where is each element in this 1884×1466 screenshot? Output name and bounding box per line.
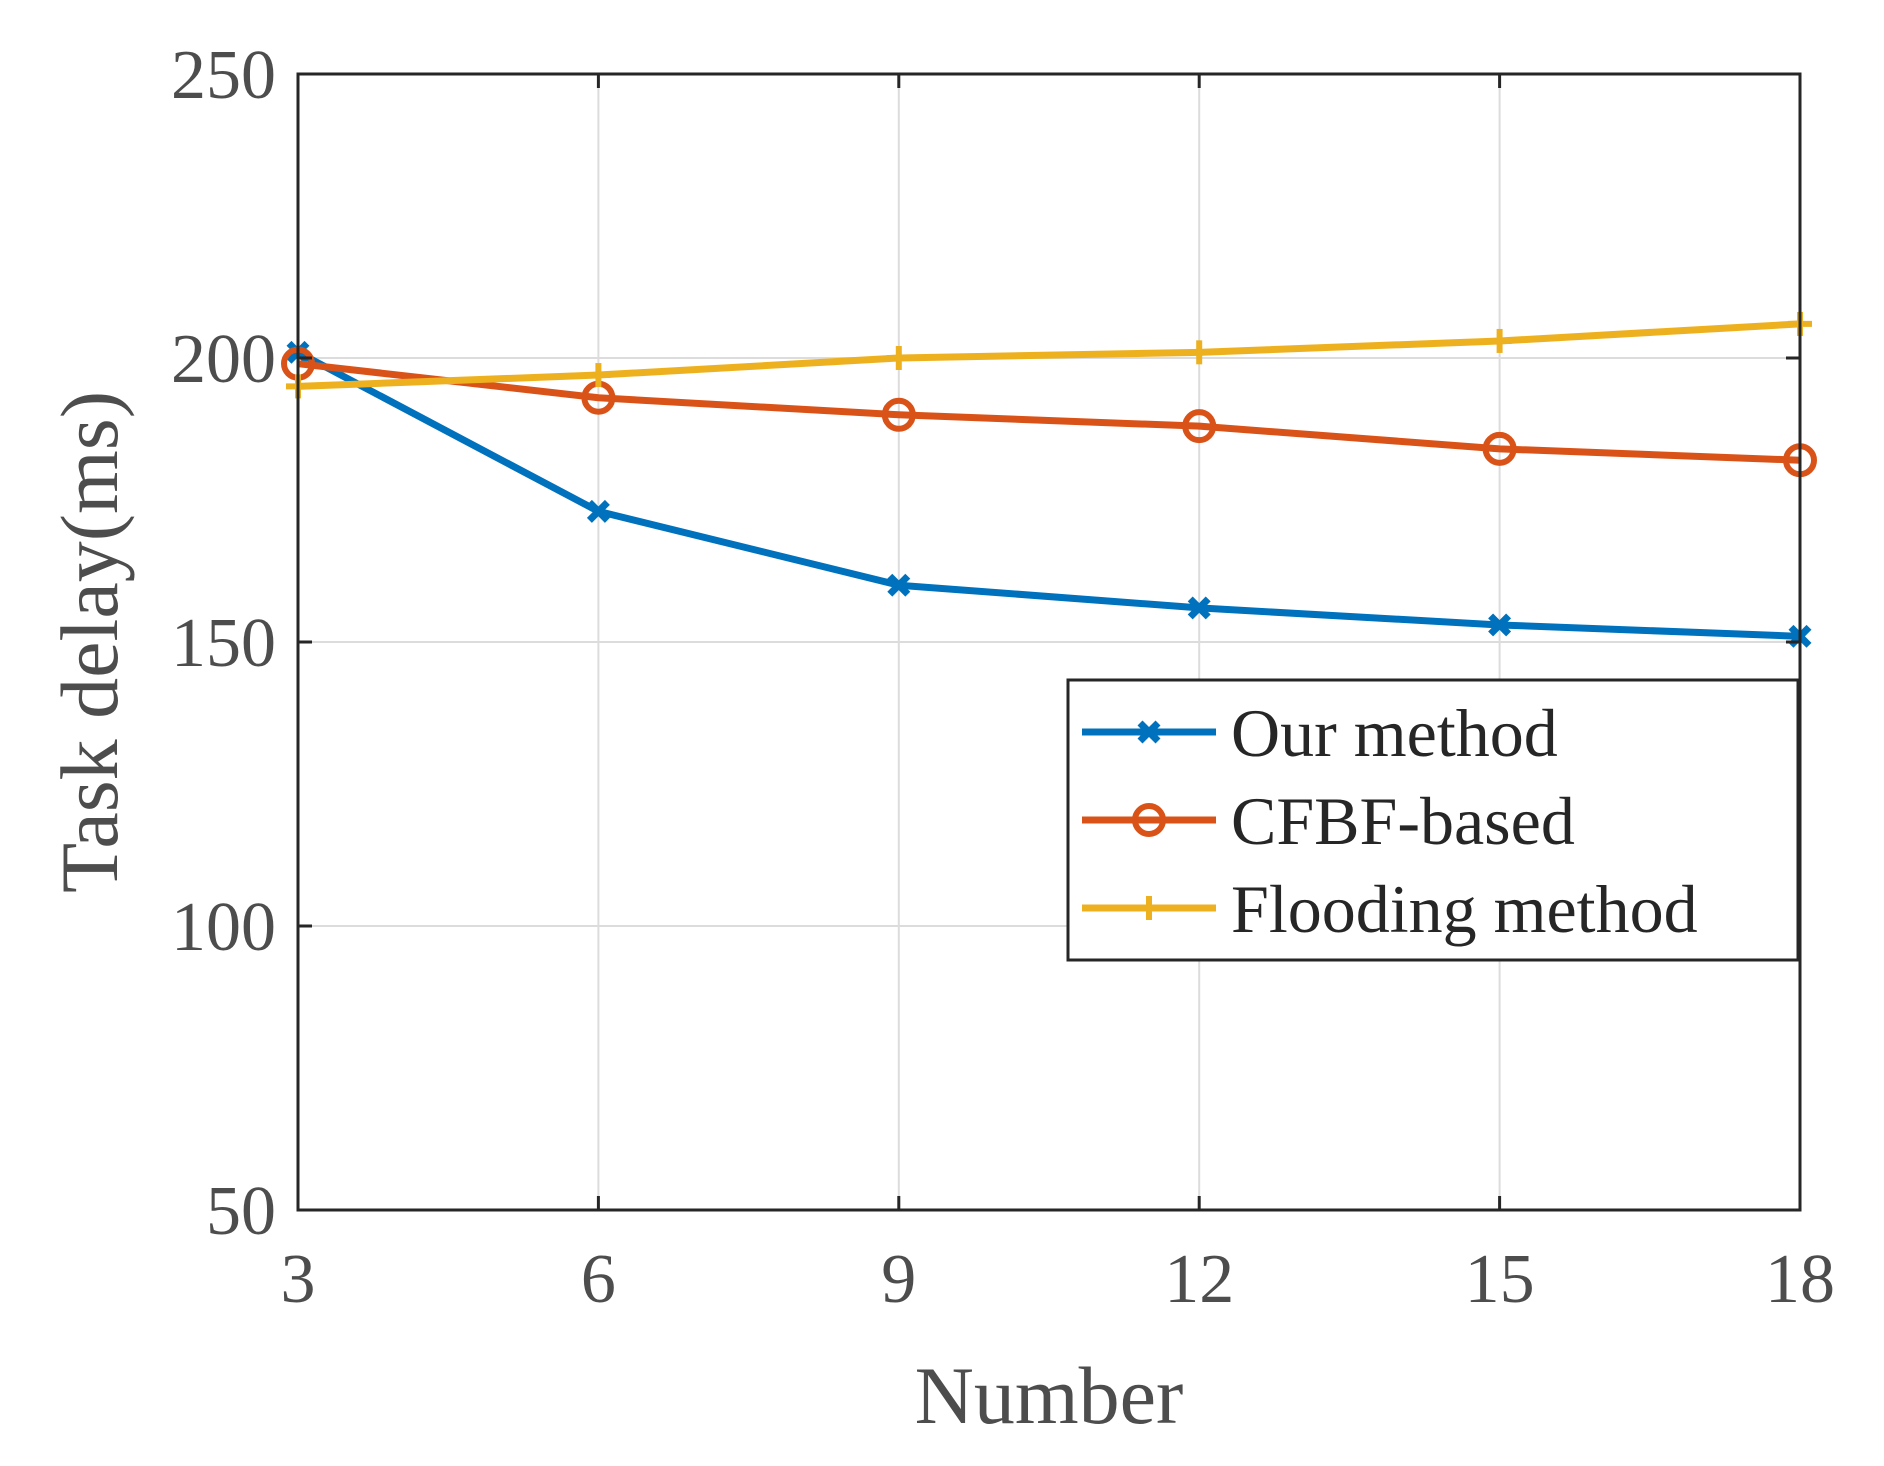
ticks: 3 6 9 12 15 18 50 100 150 200 250 xyxy=(171,37,1835,1318)
x-tick-label: 3 xyxy=(281,1241,316,1318)
legend-entry-flooding-method: Flooding method xyxy=(1082,871,1698,947)
legend-entry-cfbf-based: CFBF-based xyxy=(1082,783,1575,859)
series-line xyxy=(296,349,1801,640)
marker-shape xyxy=(1488,613,1512,637)
y-tick-label: 200 xyxy=(171,321,276,398)
legend-marker xyxy=(1132,803,1166,837)
x-tick-label: 18 xyxy=(1765,1241,1835,1318)
marker-shape xyxy=(1132,803,1166,837)
legend-label: Our method xyxy=(1231,695,1558,771)
y-tick-label: 250 xyxy=(171,37,276,114)
data-point xyxy=(586,363,611,388)
data-point xyxy=(1488,613,1512,637)
data-point xyxy=(1182,409,1217,444)
marker-shape xyxy=(1187,596,1211,620)
x-tick-label: 12 xyxy=(1164,1241,1234,1318)
data-point xyxy=(881,397,916,432)
marker-shape xyxy=(1182,409,1217,444)
legend-label: CFBF-based xyxy=(1231,783,1575,859)
x-tick-label: 6 xyxy=(581,1241,616,1318)
marker-shape xyxy=(881,397,916,432)
x-tick-label: 9 xyxy=(881,1241,916,1318)
data-point xyxy=(1187,340,1212,365)
marker-shape xyxy=(887,573,911,597)
y-tick-label: 150 xyxy=(171,605,276,682)
legend: Our method CFBF-based Flooding method xyxy=(1066,678,1800,962)
marker-shape xyxy=(1137,720,1161,744)
y-axis-label: Task delay(ms) xyxy=(44,391,135,893)
marker-shape xyxy=(586,499,610,523)
x-axis-label: Number xyxy=(915,1350,1184,1441)
series-line xyxy=(297,360,1801,464)
data-point xyxy=(1487,328,1512,353)
legend-label: Flooding method xyxy=(1231,871,1698,947)
series-line xyxy=(297,320,1801,390)
marker-shape xyxy=(1482,431,1517,466)
y-tick-label: 50 xyxy=(206,1173,276,1250)
data-point xyxy=(1482,431,1517,466)
y-tick-label: 100 xyxy=(171,889,276,966)
data-point xyxy=(1187,596,1211,620)
x-tick-label: 15 xyxy=(1465,1241,1535,1318)
data-point xyxy=(887,573,911,597)
data-point xyxy=(886,346,911,370)
legend-entry-our-method: Our method xyxy=(1082,695,1558,771)
legend-marker xyxy=(1137,720,1161,744)
data-point xyxy=(586,499,610,523)
legend-marker xyxy=(1137,896,1161,920)
